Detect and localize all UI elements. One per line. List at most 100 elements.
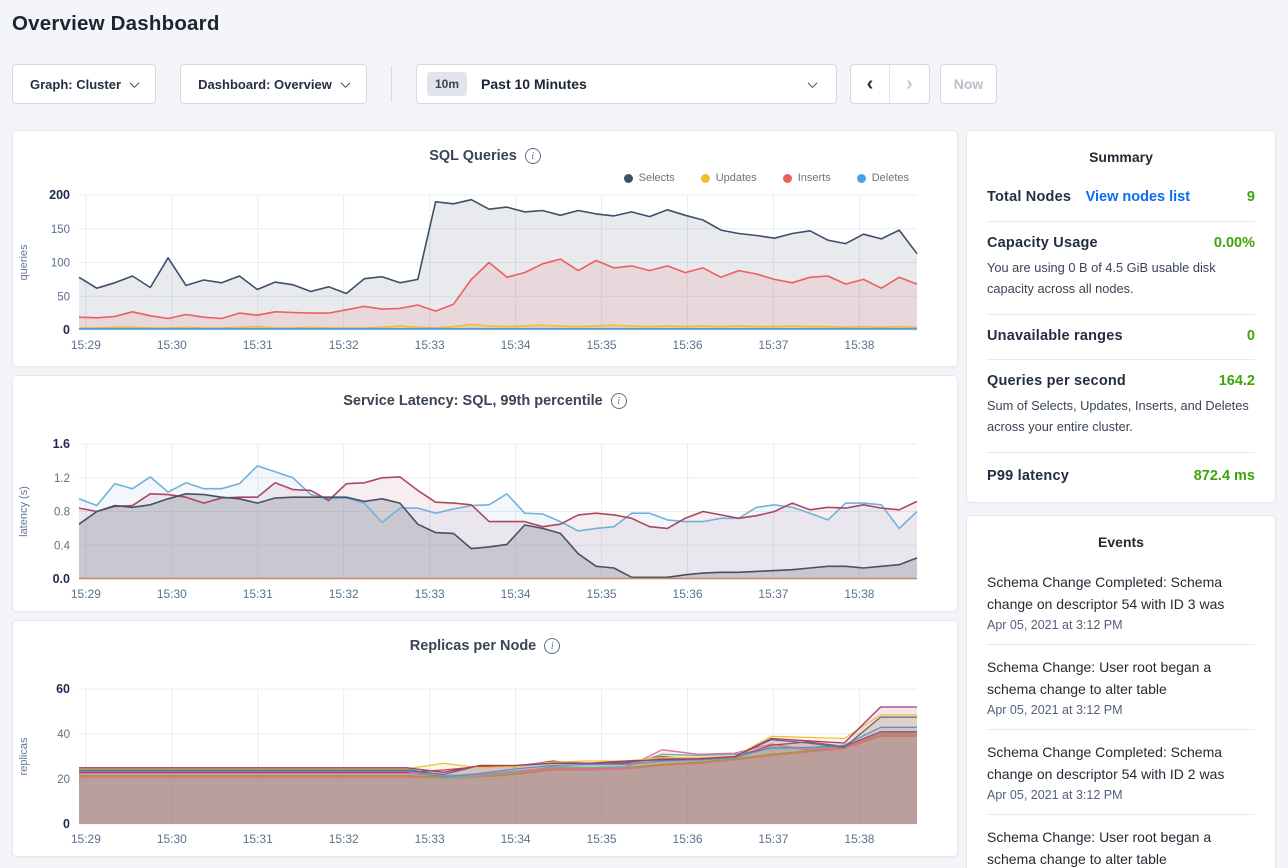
qps-description: Sum of Selects, Updates, Inserts, and De…: [987, 398, 1249, 434]
svg-text:15:31: 15:31: [243, 338, 273, 352]
time-range-label: Past 10 Minutes: [481, 76, 587, 92]
info-icon[interactable]: i: [524, 148, 541, 164]
svg-text:15:30: 15:30: [157, 587, 187, 601]
dashboard-dropdown-label: Dashboard: Overview: [198, 76, 332, 92]
view-nodes-link[interactable]: View nodes list: [1085, 189, 1191, 205]
summary-row-unavailable: Unavailable ranges 0: [987, 315, 1255, 360]
chart-card-replicas-per-node: Replicas per Node i 15:29 15:30 15:31 15:32…: [12, 620, 958, 857]
unavailable-ranges-label: Unavailable ranges: [987, 328, 1123, 344]
qps-label: Queries per second: [987, 373, 1126, 389]
event-message: Schema Change Completed: Schema change o…: [987, 574, 1225, 612]
prev-button[interactable]: ‹: [851, 65, 890, 103]
svg-text:15:38: 15:38: [844, 587, 874, 601]
event-timestamp: Apr 05, 2021 at 3:12 PM: [987, 703, 1123, 717]
svg-text:150: 150: [51, 224, 70, 236]
summary-row-qps: Queries per second 164.2 Sum of Selects,…: [987, 360, 1255, 453]
svg-text:0: 0: [63, 323, 70, 337]
summary-title: Summary: [1089, 149, 1153, 165]
legend-item[interactable]: Deletes: [856, 172, 909, 184]
event-timestamp: Apr 05, 2021 at 3:12 PM: [987, 618, 1123, 632]
info-icon[interactable]: i: [610, 393, 627, 409]
svg-text:60: 60: [56, 684, 70, 696]
svg-text:15:29: 15:29: [71, 338, 101, 352]
legend-label: Updates: [715, 172, 757, 184]
graph-dropdown[interactable]: Graph: Cluster: [12, 64, 156, 104]
qps-value: 164.2: [1218, 373, 1255, 389]
event-timestamp: Apr 05, 2021 at 3:12 PM: [987, 788, 1123, 802]
event-message: Schema Change: User root began a schema …: [987, 829, 1212, 867]
svg-text:50: 50: [57, 291, 70, 303]
toolbar: Graph: Cluster Dashboard: Overview 10m P…: [12, 64, 997, 104]
chart-title: SQL Queries: [429, 148, 517, 164]
svg-text:15:30: 15:30: [157, 832, 187, 846]
svg-text:15:31: 15:31: [243, 587, 273, 601]
chart-title: Replicas per Node: [409, 638, 537, 654]
legend-item[interactable]: Selects: [623, 172, 675, 184]
svg-text:0.8: 0.8: [54, 507, 70, 519]
svg-text:15:33: 15:33: [415, 587, 445, 601]
total-nodes-value: 9: [1246, 189, 1255, 205]
svg-text:15:29: 15:29: [71, 587, 101, 601]
svg-text:1.2: 1.2: [54, 473, 70, 485]
svg-text:0.4: 0.4: [54, 540, 71, 552]
time-range-selector[interactable]: 10m Past 10 Minutes: [416, 64, 837, 104]
dashboard-dropdown[interactable]: Dashboard: Overview: [180, 64, 367, 104]
event-item[interactable]: Schema Change Completed: Schema change o…: [987, 730, 1255, 815]
next-button[interactable]: ›: [890, 65, 929, 103]
legend-dot: [782, 173, 792, 183]
svg-text:15:30: 15:30: [157, 338, 187, 352]
chevron-right-icon: ›: [906, 72, 913, 95]
svg-text:0: 0: [63, 817, 70, 831]
replicas-chart[interactable]: 15:29 15:30 15:31 15:32 15:33 15:34 15:35 15:36…: [13, 682, 957, 852]
svg-text:15:34: 15:34: [501, 338, 531, 352]
capacity-description: You are using 0 B of 4.5 GiB usable disk…: [987, 260, 1216, 296]
side-column: Summary Total Nodes View nodes list 9 Ca…: [966, 130, 1276, 868]
graph-dropdown-label: Graph: Cluster: [29, 76, 121, 92]
now-button[interactable]: Now: [940, 64, 997, 104]
summary-row-capacity: Capacity Usage 0.00% You are using 0 B o…: [987, 222, 1255, 315]
svg-text:queries: queries: [18, 244, 30, 281]
svg-text:40: 40: [57, 729, 70, 741]
svg-text:15:29: 15:29: [71, 832, 101, 846]
capacity-label: Capacity Usage: [987, 235, 1098, 251]
charts-column: SQL Queries i Selects Updates Inserts Delet…: [12, 130, 958, 865]
svg-text:15:36: 15:36: [673, 338, 703, 352]
time-nav-group: ‹ ›: [850, 64, 930, 104]
total-nodes-label: Total Nodes: [987, 189, 1072, 205]
chevron-left-icon: ‹: [866, 72, 874, 95]
page-title: Overview Dashboard: [12, 12, 220, 35]
svg-text:15:32: 15:32: [329, 338, 359, 352]
legend-item[interactable]: Updates: [700, 172, 757, 184]
chevron-down-icon: [340, 77, 351, 88]
event-item[interactable]: Schema Change: User root began a schema …: [987, 645, 1255, 730]
svg-text:15:31: 15:31: [243, 832, 273, 846]
sql-queries-chart[interactable]: 15:29 15:30 15:31 15:32 15:33 15:34 15:35 15:36…: [13, 188, 957, 358]
toolbar-divider: [391, 66, 392, 102]
svg-text:15:32: 15:32: [329, 832, 359, 846]
chevron-down-icon: [807, 77, 818, 88]
svg-text:15:37: 15:37: [758, 832, 788, 846]
p99-latency-label: P99 latency: [987, 468, 1069, 484]
chart-legend: Selects Updates Inserts Deletes: [13, 166, 957, 190]
svg-text:15:37: 15:37: [758, 338, 788, 352]
svg-text:15:34: 15:34: [501, 587, 531, 601]
legend-item[interactable]: Inserts: [782, 172, 831, 184]
svg-text:replicas: replicas: [18, 737, 30, 775]
event-item[interactable]: Schema Change: User root began a schema …: [987, 815, 1255, 868]
svg-text:0.0: 0.0: [53, 572, 70, 586]
svg-text:15:37: 15:37: [758, 587, 788, 601]
chart-card-sql-queries: SQL Queries i Selects Updates Inserts Delet…: [12, 130, 958, 367]
event-message: Schema Change Completed: Schema change o…: [987, 744, 1225, 782]
svg-text:20: 20: [57, 774, 70, 786]
chart-card-service-latency: Service Latency: SQL, 99th percentile i …: [12, 375, 958, 612]
time-range-badge: 10m: [427, 72, 468, 96]
capacity-value: 0.00%: [1213, 235, 1255, 251]
info-icon[interactable]: i: [544, 638, 561, 654]
service-latency-chart[interactable]: 15:29 15:30 15:31 15:32 15:33 15:34 15:35 15:36…: [13, 437, 957, 607]
svg-text:15:38: 15:38: [844, 338, 874, 352]
svg-text:15:35: 15:35: [587, 832, 617, 846]
svg-text:15:38: 15:38: [844, 832, 874, 846]
event-item[interactable]: Schema Change Completed: Schema change o…: [987, 560, 1255, 645]
legend-dot: [623, 173, 633, 183]
events-title: Events: [1098, 534, 1144, 550]
